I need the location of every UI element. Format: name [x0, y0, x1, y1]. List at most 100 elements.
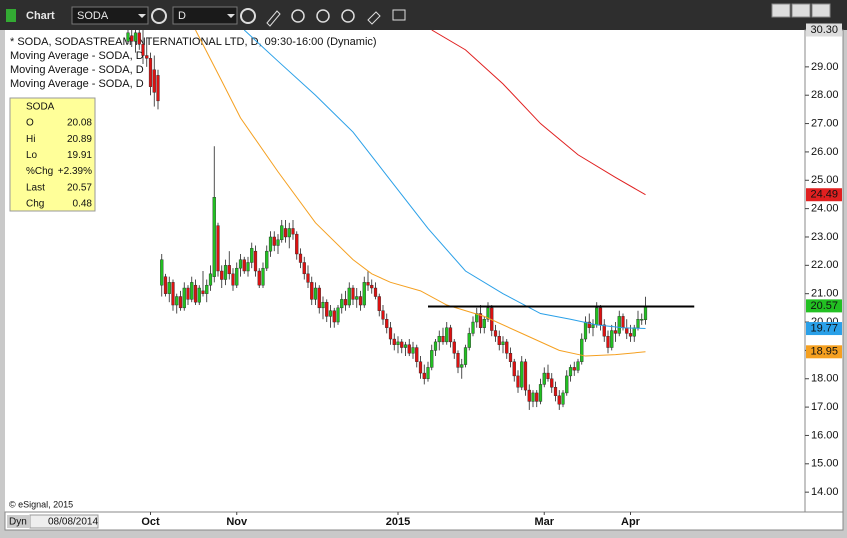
close-button[interactable] — [811, 3, 831, 18]
candle-body — [137, 32, 141, 45]
candle-body — [208, 273, 213, 286]
price-tag-label: 20.57 — [810, 300, 838, 312]
candle-body — [231, 273, 235, 286]
candle-body — [385, 319, 389, 328]
price-tag — [806, 345, 842, 359]
candle-body — [235, 267, 239, 286]
candle-body — [355, 296, 359, 300]
y-tick-label: 18.00 — [811, 373, 839, 385]
candle-body — [557, 395, 561, 405]
play-icon[interactable] — [316, 9, 330, 23]
candle-body — [130, 35, 134, 42]
candle-body — [126, 32, 130, 42]
candle-body — [610, 330, 614, 348]
tool-icon[interactable] — [367, 11, 381, 25]
candle-body — [238, 259, 243, 269]
refresh-icon[interactable] — [151, 8, 167, 24]
price-tag-label: 18.95 — [810, 346, 838, 358]
candle-body — [351, 287, 355, 300]
candle-body — [426, 367, 430, 379]
y-tick-label: 15.00 — [811, 458, 839, 470]
symbol-input[interactable] — [71, 6, 149, 25]
candle-body — [411, 347, 415, 354]
time-icon[interactable] — [240, 8, 256, 24]
candle-body — [598, 307, 603, 326]
candle-body — [617, 316, 621, 334]
note-icon[interactable] — [392, 9, 406, 21]
candle-body — [497, 336, 501, 345]
maximize-button[interactable] — [791, 3, 811, 18]
candle-body — [591, 324, 595, 328]
candle-body — [377, 296, 381, 311]
interval-input[interactable] — [172, 6, 238, 25]
minimize-button[interactable] — [771, 3, 791, 18]
mode-box[interactable] — [7, 515, 29, 528]
data-window-label: Hi — [26, 134, 35, 145]
price-tag-label: 30.30 — [810, 24, 838, 36]
candle-body — [193, 284, 198, 303]
candle-body — [478, 313, 483, 328]
price-tag — [806, 188, 842, 202]
candle-body — [640, 319, 644, 321]
candle-body — [388, 327, 393, 340]
candle-body — [493, 330, 498, 337]
legend-entry: Moving Average - SODA, D — [10, 78, 144, 90]
candle-body — [317, 287, 321, 309]
price-axis — [804, 29, 844, 513]
candle-body — [336, 307, 340, 323]
candle-body — [632, 327, 636, 337]
candle-body — [325, 301, 329, 317]
moving-average-line — [243, 30, 646, 330]
candle-body — [400, 341, 404, 348]
x-tick-label: Apr — [621, 516, 641, 528]
x-tick-label: 2015 — [386, 516, 410, 528]
draw-icon[interactable] — [266, 10, 281, 27]
candle-body — [298, 253, 303, 263]
candle-body — [460, 364, 464, 368]
candle-body — [328, 310, 333, 317]
candle-body — [625, 327, 629, 334]
date-box[interactable] — [29, 514, 99, 529]
candle-body — [250, 248, 254, 263]
data-window-value: 20.08 — [67, 118, 92, 129]
data-window-label: %Chg — [26, 166, 53, 177]
candle-body — [201, 290, 205, 294]
candle-body — [178, 296, 183, 309]
data-window-label: Last — [26, 182, 45, 193]
candle-body — [141, 43, 145, 56]
candle-body — [606, 336, 610, 348]
candle-body — [287, 228, 291, 238]
cycle-icon[interactable] — [291, 9, 305, 23]
candle-body — [332, 310, 336, 323]
candle-body — [628, 333, 633, 337]
candle-body — [422, 372, 426, 379]
price-tag-label: 19.77 — [810, 322, 838, 334]
y-tick-label: 28.00 — [811, 89, 839, 101]
y-tick-label: 25.00 — [811, 174, 839, 186]
candle-body — [340, 299, 344, 309]
candle-body — [430, 350, 434, 368]
candle-body — [538, 384, 543, 402]
data-window-value: 20.89 — [67, 134, 92, 145]
candle-body — [407, 344, 411, 354]
y-tick-label: 29.00 — [811, 61, 839, 73]
candle-body — [310, 282, 314, 300]
symbol-text: SODA — [77, 10, 109, 22]
candle-body — [242, 259, 246, 272]
candle-body — [212, 197, 216, 277]
data-window-value: 0.48 — [73, 199, 93, 210]
candle-body — [456, 353, 460, 368]
candle-body — [501, 341, 505, 345]
candle-body — [433, 341, 438, 351]
x-tick-label: Nov — [226, 516, 248, 528]
candle-body — [182, 287, 186, 309]
data-window-label: Lo — [26, 150, 38, 161]
alert-icon[interactable] — [341, 9, 355, 23]
candle-body — [197, 287, 201, 303]
candle-body — [227, 265, 231, 275]
candle-body — [553, 387, 558, 396]
candle-body — [621, 316, 625, 328]
candle-body — [302, 262, 306, 275]
